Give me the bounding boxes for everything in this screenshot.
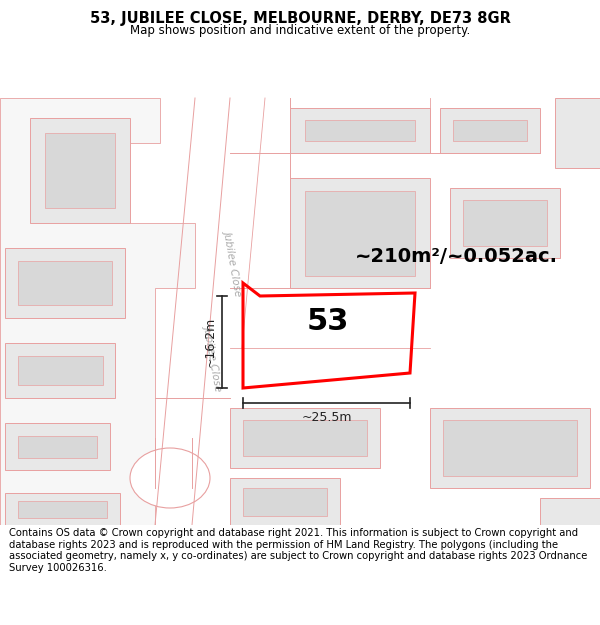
Text: ~16.2m: ~16.2m (204, 317, 217, 367)
Polygon shape (540, 498, 600, 525)
Polygon shape (555, 98, 600, 168)
Polygon shape (45, 133, 115, 208)
Polygon shape (290, 178, 430, 288)
Polygon shape (230, 478, 340, 525)
Polygon shape (243, 488, 327, 516)
Polygon shape (430, 408, 590, 488)
Polygon shape (243, 420, 367, 456)
Polygon shape (18, 356, 103, 385)
Polygon shape (155, 98, 230, 525)
Text: Contains OS data © Crown copyright and database right 2021. This information is : Contains OS data © Crown copyright and d… (9, 528, 587, 572)
Polygon shape (305, 120, 415, 141)
Polygon shape (463, 200, 547, 246)
Polygon shape (443, 420, 577, 476)
Polygon shape (305, 191, 415, 276)
Ellipse shape (130, 448, 210, 508)
Polygon shape (5, 423, 110, 470)
Polygon shape (5, 343, 115, 398)
Polygon shape (450, 188, 560, 258)
Text: ~25.5m: ~25.5m (301, 411, 352, 424)
Text: Map shows position and indicative extent of the property.: Map shows position and indicative extent… (130, 24, 470, 38)
Polygon shape (5, 248, 125, 318)
Polygon shape (453, 120, 527, 141)
Polygon shape (18, 501, 107, 518)
Text: Jubilee Close: Jubilee Close (223, 229, 244, 296)
Polygon shape (230, 408, 380, 468)
Polygon shape (30, 118, 130, 223)
Text: 53, JUBILEE CLOSE, MELBOURNE, DERBY, DE73 8GR: 53, JUBILEE CLOSE, MELBOURNE, DERBY, DE7… (89, 11, 511, 26)
Polygon shape (5, 493, 120, 525)
Polygon shape (18, 436, 97, 458)
Polygon shape (290, 108, 430, 153)
Text: Jubilee Close: Jubilee Close (202, 324, 224, 391)
Text: ~210m²/~0.052ac.: ~210m²/~0.052ac. (355, 246, 558, 266)
Text: 53: 53 (306, 307, 349, 336)
Polygon shape (0, 98, 195, 525)
Polygon shape (440, 108, 540, 153)
Polygon shape (18, 261, 112, 305)
